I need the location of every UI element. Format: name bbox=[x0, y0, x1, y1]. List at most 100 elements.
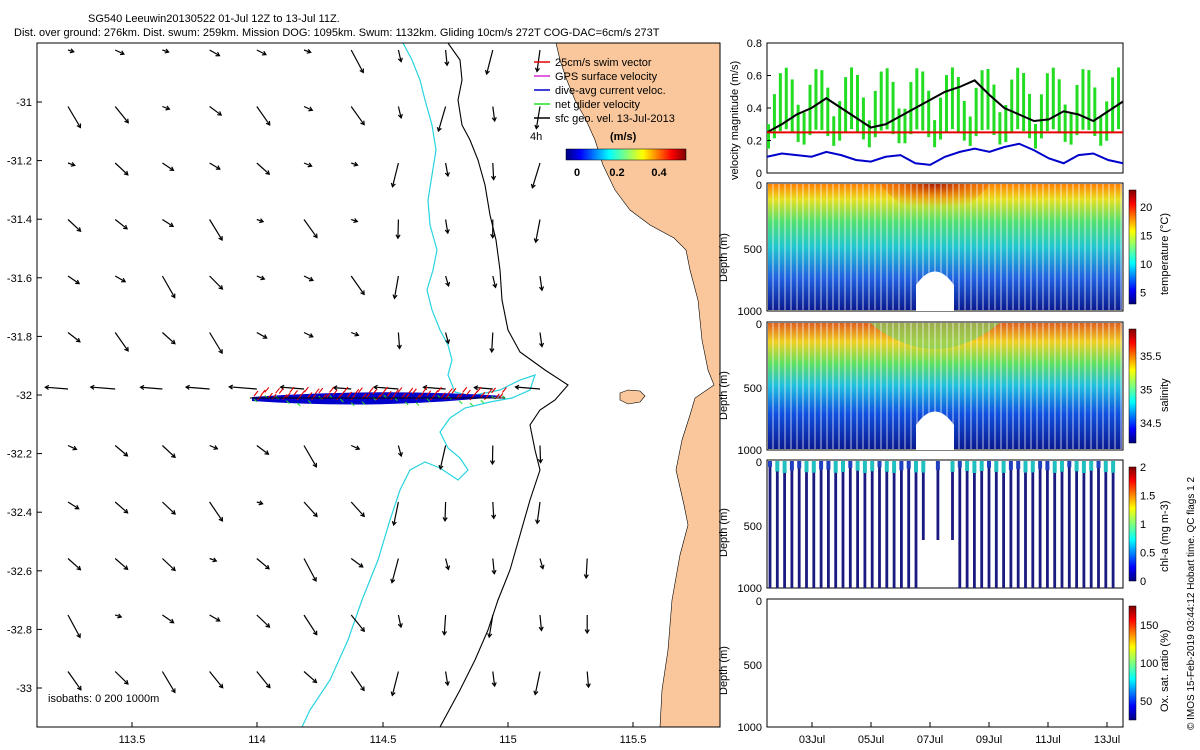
velocity-vector-head bbox=[218, 236, 223, 242]
depth-tick-label: 0 bbox=[756, 596, 762, 608]
velocity-vector bbox=[161, 445, 176, 458]
velocity-vector bbox=[114, 332, 129, 352]
velocity-vector bbox=[185, 386, 210, 390]
velocity-vector bbox=[397, 49, 402, 62]
track-swim-vector bbox=[293, 390, 299, 396]
velocity-vector bbox=[114, 162, 129, 176]
colorbar-tick-label: 1.5 bbox=[1140, 491, 1155, 503]
track-swim-vector bbox=[469, 394, 475, 401]
velocity-lines bbox=[766, 79, 1124, 166]
depth-tick-label: 0 bbox=[756, 319, 762, 331]
track-net-vector bbox=[253, 398, 258, 403]
velocity-vector-head bbox=[312, 678, 318, 684]
velocity-vector bbox=[209, 671, 224, 689]
velocity-vector bbox=[229, 386, 257, 390]
track-net-vector bbox=[350, 402, 355, 407]
velocity-vector bbox=[391, 671, 399, 696]
map-y-tick-label: -31.6 bbox=[7, 273, 32, 285]
map-legend: 25cm/s swim vector GPS surface velocity di… bbox=[530, 57, 687, 179]
track-swim-vector bbox=[501, 387, 507, 393]
depth-tick-label: 1000 bbox=[738, 583, 762, 595]
velocity-vector bbox=[303, 558, 317, 582]
velocity-vector bbox=[256, 445, 269, 455]
track-swim-vector bbox=[264, 386, 270, 393]
velocity-vector bbox=[303, 614, 318, 636]
depth-tick-label: 500 bbox=[744, 244, 762, 256]
velocity-vector-field bbox=[44, 48, 591, 697]
velocity-vector-head bbox=[264, 564, 270, 570]
velocity-vector bbox=[161, 275, 176, 298]
velocity-vector bbox=[350, 558, 364, 568]
map-y-tick-label: -32.2 bbox=[7, 449, 32, 461]
colorbar-tick-label: 2 bbox=[1140, 462, 1146, 474]
velocity-vector bbox=[350, 331, 359, 336]
map-panel: 113.5 114 114.5 115 115.5 -31 -31.2 -31.4 -31.6… bbox=[7, 42, 721, 746]
velocity-vector bbox=[162, 105, 170, 110]
chlorophyll-surface-value bbox=[1096, 461, 1101, 469]
velocity-vector-head bbox=[218, 683, 224, 689]
velocity-vector bbox=[439, 445, 447, 470]
velocity-vector bbox=[350, 614, 365, 632]
velocity-vector-head bbox=[353, 218, 359, 223]
land bbox=[555, 43, 720, 727]
track-net-vector bbox=[286, 400, 290, 404]
oxygen-panel: Depth (m) Ox. sat. ratio (%) bbox=[718, 598, 1171, 728]
map-x-tick-label: 115 bbox=[499, 734, 517, 746]
chlorophyll-surface-value bbox=[1089, 461, 1094, 471]
velocity-vector bbox=[67, 501, 79, 510]
velocity-vector-head bbox=[491, 117, 497, 123]
chlorophyll-surface-value bbox=[841, 461, 845, 473]
velocity-vector-head bbox=[489, 348, 495, 354]
velocity-vector-head bbox=[265, 623, 271, 628]
velocity-vector bbox=[161, 332, 176, 345]
velocity-vector bbox=[114, 445, 128, 457]
track-swim-vector bbox=[372, 388, 378, 395]
chlorophyll-surface-value bbox=[1030, 461, 1035, 473]
time-tick-label: 03Jul bbox=[799, 734, 825, 746]
depth-tick-label: 0 bbox=[756, 180, 762, 192]
velocity-vector bbox=[161, 671, 176, 693]
chlorophyll-surface-value bbox=[1038, 461, 1043, 469]
velocity-vector bbox=[303, 105, 313, 111]
track-swim-vector bbox=[285, 392, 291, 398]
depth-tick-label: 1000 bbox=[738, 445, 762, 457]
velocity-vector bbox=[393, 275, 399, 299]
velocity-vector-head bbox=[359, 68, 365, 74]
legend-label: 25cm/s swim vector bbox=[555, 57, 652, 69]
velocity-vector bbox=[114, 671, 129, 685]
velocity-vector bbox=[303, 331, 314, 338]
velocity-vector-head bbox=[534, 67, 541, 73]
velocity-vector bbox=[114, 219, 128, 230]
velocity-vector-head bbox=[164, 48, 170, 54]
map-y-tick-label: -32.6 bbox=[7, 566, 32, 578]
velocity-vector-head bbox=[487, 633, 493, 639]
velocity-vector-head bbox=[535, 519, 541, 525]
velocity-vector bbox=[114, 558, 128, 570]
velocity-vector-head bbox=[217, 111, 223, 116]
temperature-gap bbox=[916, 271, 954, 311]
time-axis: 03Jul 05Jul 07Jul 09Jul 11Jul 13Jul bbox=[799, 722, 1120, 746]
track-swim-vector bbox=[411, 388, 417, 395]
track-swim-vector bbox=[311, 394, 317, 400]
chlorophyll-surface-value bbox=[855, 461, 860, 471]
velocity-vector-head bbox=[358, 563, 364, 568]
track-net-vector bbox=[361, 401, 366, 406]
colorbar-tick-label: 0.4 bbox=[651, 167, 667, 179]
velocity-vector bbox=[445, 219, 449, 234]
time-tick-label: 05Jul bbox=[858, 734, 884, 746]
chlorophyll-surface-value bbox=[804, 461, 809, 473]
velocity-vector-head bbox=[436, 127, 442, 133]
velocity-vector-head bbox=[312, 576, 317, 583]
velocity-vector-head bbox=[441, 630, 448, 636]
velocity-vector bbox=[585, 558, 588, 578]
salinity-colorbar-label: salinity bbox=[1159, 378, 1171, 412]
velocity-vector bbox=[445, 332, 450, 344]
track-swim-vector bbox=[480, 391, 486, 398]
depth-tick-label: 500 bbox=[744, 383, 762, 395]
chlorophyll-profiles bbox=[768, 461, 1116, 588]
chlorophyll-surface-value bbox=[1023, 461, 1028, 473]
velocity-y-tick-label: 0 bbox=[756, 168, 762, 180]
track-swim-vector bbox=[458, 392, 464, 399]
depth-tick-label: 500 bbox=[744, 521, 762, 533]
map-y-tick-label: -31.4 bbox=[7, 214, 32, 226]
